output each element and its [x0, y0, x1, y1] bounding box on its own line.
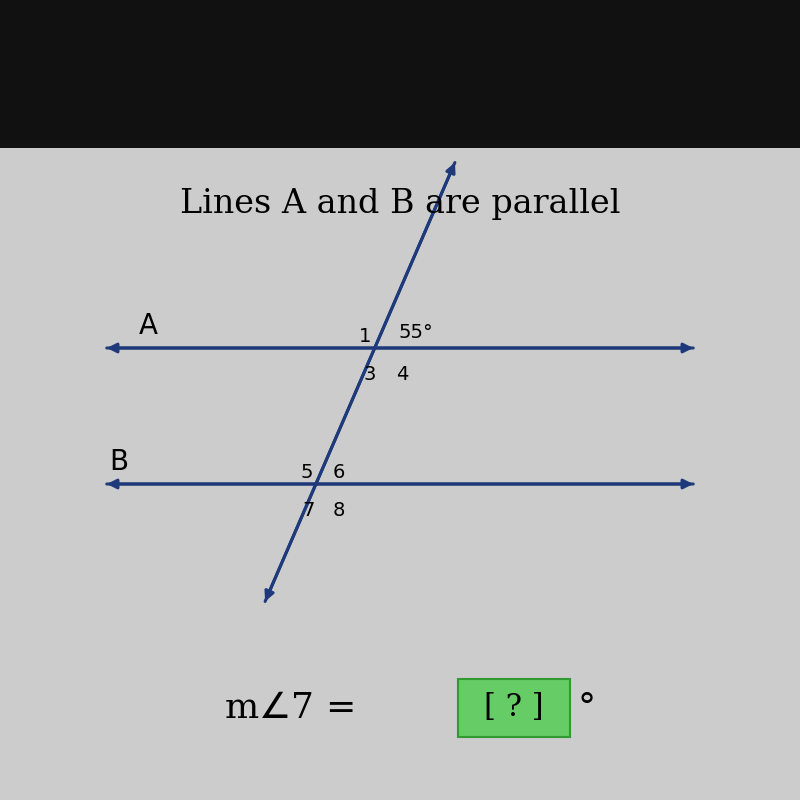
Text: A: A: [138, 312, 158, 339]
Text: 8: 8: [333, 502, 346, 520]
Text: 6: 6: [333, 463, 346, 482]
Text: 3: 3: [364, 366, 376, 384]
Bar: [0, 148, 800, 800]
Text: 5: 5: [301, 463, 313, 482]
Text: m$\angle$7 =: m$\angle$7 =: [224, 691, 358, 725]
FancyBboxPatch shape: [458, 679, 570, 737]
Text: B: B: [109, 448, 128, 477]
Text: 4: 4: [396, 366, 409, 384]
Text: 55°: 55°: [398, 323, 434, 342]
Text: °: °: [578, 691, 596, 725]
Bar: [0, 0, 800, 148]
Text: 7: 7: [303, 502, 315, 520]
Text: [ ? ]: [ ? ]: [484, 693, 544, 723]
Text: 1: 1: [359, 327, 372, 346]
Text: Lines A and B are parallel: Lines A and B are parallel: [180, 188, 620, 220]
